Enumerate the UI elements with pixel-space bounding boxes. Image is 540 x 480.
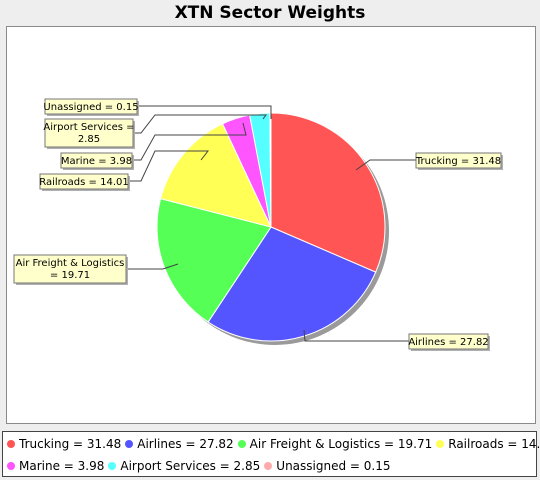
legend: Trucking = 31.48 Airlines = 27.82 Air Frei…	[2, 431, 540, 477]
label-box-marine	[60, 152, 133, 169]
plot-area: Trucking = 31.48 Airlines = 27.82 Air Frei…	[6, 26, 536, 424]
label-box-railroads	[39, 173, 129, 190]
legend-item-airlines: Airlines = 27.82	[125, 437, 234, 451]
label-box-trucking	[415, 152, 502, 169]
leader-line-marine	[132, 122, 247, 161]
legend-swatch	[7, 440, 15, 448]
slice-label-unassigned: Unassigned = 0.15	[43, 102, 138, 113]
legend-label: Unassigned = 0.15	[276, 459, 391, 473]
legend-label: Marine = 3.98	[19, 459, 105, 473]
slice-label-railroads: Railroads = 14.01	[39, 177, 128, 188]
legend-item-unassigned: Unassigned = 0.15	[264, 459, 391, 473]
legend-swatch	[237, 440, 246, 448]
leader-line-air-freight-and-logistics	[126, 263, 179, 270]
slice-label-marine: Marine = 3.98	[61, 156, 132, 167]
legend-item-airport-services: Airport Services = 2.85	[108, 459, 260, 473]
legend-item-air-freight-and-logistics: Air Freight & Logistics = 19.71	[237, 437, 433, 451]
legend-label: Airlines = 27.82	[137, 437, 234, 451]
leader-line-airlines	[303, 329, 409, 342]
slice-air-freight-and-logistics	[156, 197, 272, 323]
legend-swatch	[436, 440, 445, 448]
legend-label: Railroads = 14.01	[448, 437, 540, 451]
legend-row: Trucking = 31.48 Airlines = 27.82 Air Frei…	[7, 437, 540, 451]
legend-label: Trucking = 31.48	[19, 437, 122, 451]
slice-label-air-freight-and-logistics: = 19.71	[50, 270, 90, 281]
leader-line-trucking	[355, 159, 416, 171]
slice-airlines	[207, 226, 377, 342]
leader-line-unassigned	[137, 105, 272, 119]
chart-title: XTN Sector Weights	[174, 3, 366, 23]
slice-label-trucking: Trucking = 31.48	[415, 156, 501, 167]
legend-item-trucking: Trucking = 31.48	[7, 437, 121, 451]
slice-label-airport-services: 2.85	[78, 134, 100, 145]
legend-item-marine: Marine = 3.98	[7, 459, 104, 473]
slice-label-airport-services: Airport Services =	[43, 122, 134, 133]
label-box-airport-services	[44, 118, 134, 148]
slice-trucking	[270, 112, 386, 273]
legend-label: Airport Services = 2.85	[120, 459, 261, 473]
slice-label-airlines: Airlines = 27.82	[408, 337, 488, 348]
label-box-unassigned	[44, 98, 138, 115]
legend-row: Marine = 3.98 Airport Services = 2.85 Unas…	[7, 459, 395, 473]
slice-railroads	[159, 123, 272, 228]
legend-swatch	[108, 462, 117, 470]
label-box-airlines	[408, 333, 489, 350]
legend-swatch	[125, 440, 134, 448]
leader-line-airport-services	[133, 114, 267, 134]
label-box-air-freight-and-logistics	[13, 254, 127, 284]
pie-chart: Trucking = 31.48 Airlines = 27.82 Air Frei…	[13, 98, 503, 351]
legend-swatch	[7, 462, 15, 470]
leader-line-railroads	[128, 150, 210, 182]
legend-item-railroads: Railroads = 14.01	[436, 437, 540, 451]
slice-label-air-freight-and-logistics: Air Freight & Logistics	[16, 258, 125, 269]
legend-swatch	[264, 462, 273, 470]
legend-label: Air Freight & Logistics = 19.71	[249, 437, 433, 451]
